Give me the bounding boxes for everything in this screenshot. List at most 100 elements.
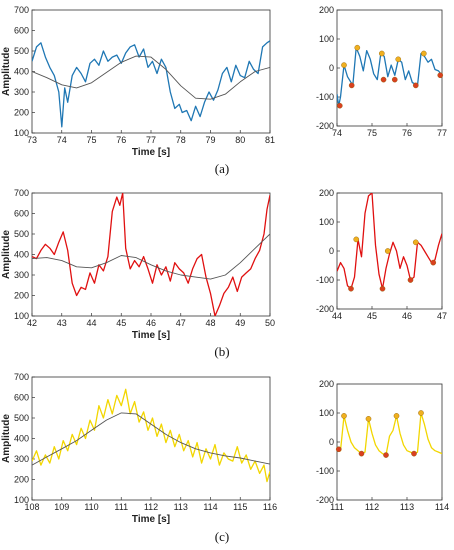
trough-marker	[358, 450, 365, 457]
y-tick-label: -100	[316, 275, 334, 285]
y-tick-label: 400	[14, 67, 29, 77]
x-tick-label: 47	[437, 311, 447, 321]
trough-marker	[407, 277, 414, 283]
x-tick-label: 44	[86, 318, 96, 328]
panel-a-main: 73 74 75 76 77 78 79 80 81 100 200 300 400 500 600 700 T…	[1, 5, 275, 158]
y-tick-label: 500	[14, 413, 29, 423]
panel-c-detail: 111 112 113 114 -200 -100 0 100 200	[316, 379, 449, 512]
x-tick-label: 113	[400, 502, 414, 512]
y-tick-label: 600	[14, 393, 29, 403]
x-tick-label: 113	[174, 502, 188, 512]
y-tick-label: 100	[14, 495, 29, 505]
y-tick-label: -200	[316, 121, 334, 131]
x-tick-label: 74	[332, 128, 342, 138]
x-tick-label: 44	[332, 311, 342, 321]
y-tick-label: 100	[319, 34, 334, 44]
panel-b-detail: 44 45 46 47 -200 -100 0 100 200	[316, 188, 447, 321]
x-tick-label: 47	[176, 318, 186, 328]
x-tick-label: 42	[27, 318, 37, 328]
trend-line	[32, 233, 270, 280]
y-tick-label: 100	[14, 128, 29, 138]
x-tick-label: 80	[235, 135, 245, 145]
signal-line	[337, 193, 442, 290]
panel-c-main: 108 109 110 111 112 113 114 115 116 100 200 300 400 5…	[1, 372, 277, 525]
peak-marker	[354, 44, 361, 51]
signal-line	[32, 388, 270, 483]
y-tick-label: 200	[319, 379, 334, 389]
signal-line	[32, 193, 270, 316]
trough-marker	[379, 285, 386, 292]
peak-marker	[353, 236, 360, 243]
y-tick-label: 700	[14, 5, 29, 15]
x-tick-label: 76	[116, 135, 126, 145]
y-tick-label: -100	[316, 466, 334, 476]
peak-marker	[384, 248, 391, 254]
y-tick-label: 200	[319, 188, 334, 198]
x-tick-label: 77	[437, 128, 447, 138]
y-tick-label: 500	[14, 229, 29, 239]
trough-marker	[383, 452, 389, 458]
x-tick-label: 116	[263, 502, 277, 512]
x-tick-label: 78	[176, 135, 186, 145]
y-axis-label: Amplitude	[1, 414, 12, 463]
y-tick-label: 200	[14, 475, 29, 485]
y-tick-label: 500	[14, 46, 29, 56]
x-tick-label: 110	[84, 502, 98, 512]
trough-marker	[437, 72, 444, 79]
y-tick-label: 100	[319, 217, 334, 227]
y-tick-label: 0	[329, 437, 334, 447]
peak-marker	[420, 50, 427, 57]
y-tick-label: -200	[316, 304, 334, 314]
plot-frame	[31, 376, 271, 501]
x-tick-label: 79	[205, 135, 215, 145]
signal-line	[32, 40, 270, 128]
x-tick-label: 111	[330, 502, 344, 512]
signal-line	[337, 412, 442, 456]
x-tick-label: 75	[367, 128, 377, 138]
y-tick-label: 100	[14, 311, 29, 321]
y-tick-label: 300	[14, 87, 29, 97]
trough-marker	[335, 446, 342, 453]
x-tick-label: 46	[146, 318, 156, 328]
plot-frame	[336, 9, 443, 127]
x-tick-label: 76	[402, 128, 412, 138]
peak-marker	[395, 56, 402, 63]
trend-line	[32, 412, 270, 466]
caption-c: (c)	[215, 529, 229, 544]
trough-marker	[348, 285, 354, 292]
x-tick-label: 75	[86, 135, 96, 145]
x-axis-label: Time [s]	[132, 514, 170, 525]
y-tick-label: 100	[319, 408, 334, 418]
trough-marker	[336, 102, 343, 109]
trough-marker	[348, 82, 355, 89]
trough-marker	[411, 450, 417, 457]
y-tick-label: 700	[14, 372, 29, 382]
x-axis-label: Time [s]	[132, 330, 170, 341]
x-tick-label: 74	[57, 135, 67, 145]
x-tick-label: 73	[27, 135, 37, 145]
x-tick-label: 114	[435, 502, 449, 512]
y-tick-label: 400	[14, 250, 29, 260]
y-tick-label: 600	[14, 26, 29, 36]
x-tick-label: 50	[265, 318, 275, 328]
x-tick-label: 49	[235, 318, 245, 328]
y-tick-label: 400	[14, 434, 29, 444]
trend-line	[32, 55, 270, 100]
x-tick-label: 114	[203, 502, 217, 512]
trough-marker	[412, 82, 419, 89]
plot-frame	[31, 9, 271, 134]
y-tick-label: 700	[14, 188, 29, 198]
x-tick-label: 48	[205, 318, 215, 328]
y-tick-label: -200	[316, 495, 334, 505]
x-axis-label: Time [s]	[132, 147, 170, 158]
peak-marker	[393, 413, 400, 419]
x-tick-label: 77	[146, 135, 156, 145]
trough-marker	[380, 76, 387, 83]
y-tick-label: -100	[316, 92, 334, 102]
x-tick-label: 81	[265, 135, 275, 145]
peak-marker	[341, 413, 347, 419]
x-tick-label: 109	[54, 502, 69, 512]
x-tick-label: 45	[367, 311, 377, 321]
y-tick-label: 0	[329, 63, 334, 73]
